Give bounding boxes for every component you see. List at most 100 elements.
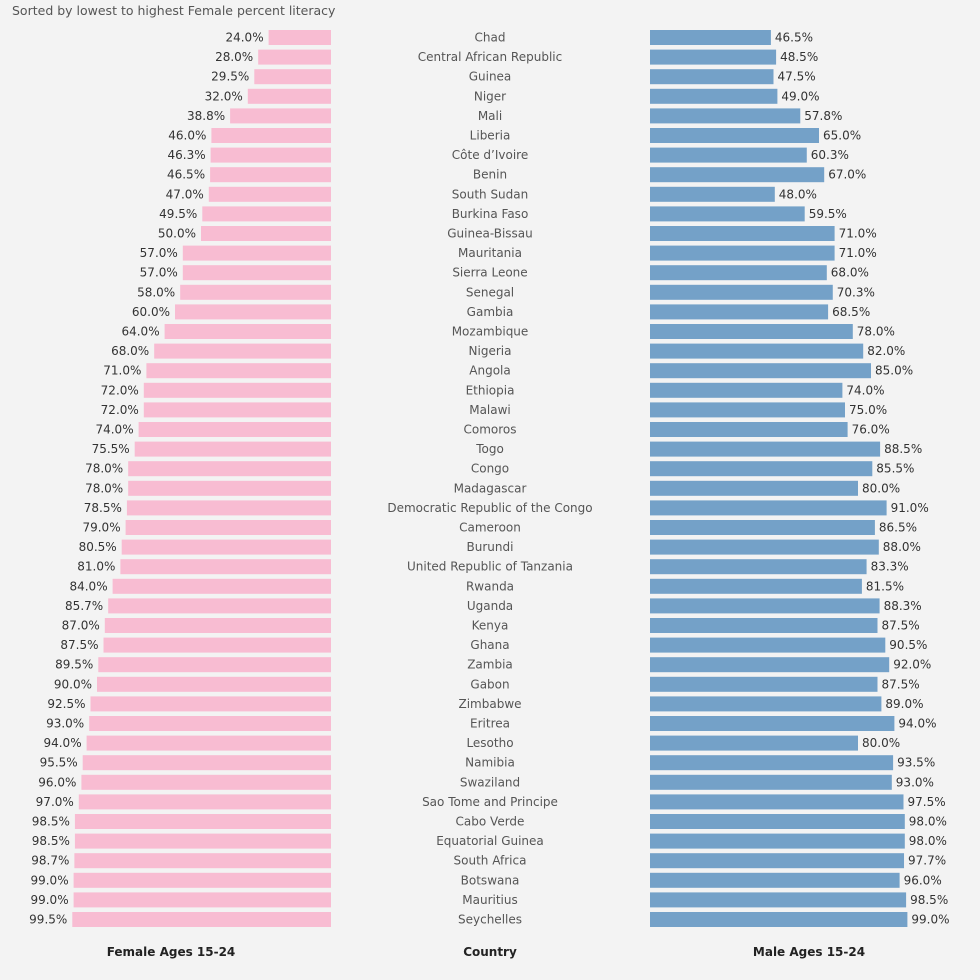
country-label: Ghana bbox=[470, 638, 509, 652]
female-bar[interactable] bbox=[97, 676, 331, 692]
male-bar[interactable] bbox=[650, 657, 890, 673]
male-bar[interactable] bbox=[650, 794, 904, 810]
female-bar[interactable] bbox=[89, 716, 331, 731]
male-bar[interactable] bbox=[650, 539, 879, 555]
female-bar[interactable] bbox=[73, 872, 331, 888]
male-bar[interactable] bbox=[650, 578, 862, 594]
male-bar[interactable] bbox=[650, 480, 858, 496]
male-bar[interactable] bbox=[650, 696, 882, 712]
male-bar[interactable] bbox=[650, 520, 875, 535]
female-labels-group: 24.0% 28.0% 29.5% 32.0% 38.8% 46.0% 46.3% 46.5%… bbox=[29, 31, 263, 927]
male-value-label: 93.5% bbox=[897, 756, 935, 770]
female-value-label: 47.0% bbox=[166, 187, 204, 201]
male-bar[interactable] bbox=[650, 382, 843, 398]
female-bar[interactable] bbox=[86, 735, 331, 751]
female-bar[interactable] bbox=[247, 88, 331, 104]
male-bar[interactable] bbox=[650, 167, 825, 183]
female-bar[interactable] bbox=[82, 755, 331, 771]
male-bar[interactable] bbox=[650, 774, 892, 790]
male-bar[interactable] bbox=[650, 206, 805, 222]
male-bar[interactable] bbox=[650, 618, 878, 633]
male-bar[interactable] bbox=[650, 716, 895, 731]
male-bar[interactable] bbox=[650, 598, 880, 614]
male-bar[interactable] bbox=[650, 304, 829, 320]
male-bar[interactable] bbox=[650, 892, 907, 908]
female-bar[interactable] bbox=[164, 324, 331, 339]
country-labels-group: Chad Central African Republic Guinea Niger M… bbox=[387, 31, 592, 927]
female-bar[interactable] bbox=[210, 147, 331, 163]
male-bar[interactable] bbox=[650, 128, 819, 143]
female-bar[interactable] bbox=[103, 637, 332, 653]
male-bar[interactable] bbox=[650, 69, 774, 85]
male-bar[interactable] bbox=[650, 30, 771, 45]
female-bar[interactable] bbox=[98, 657, 331, 673]
female-bar[interactable] bbox=[90, 696, 332, 712]
female-bar[interactable] bbox=[104, 618, 331, 633]
female-bar[interactable] bbox=[126, 500, 332, 516]
female-bar[interactable] bbox=[254, 69, 331, 85]
male-bar[interactable] bbox=[650, 363, 871, 379]
male-bar[interactable] bbox=[650, 245, 835, 261]
female-bar[interactable] bbox=[134, 441, 331, 457]
female-bar[interactable] bbox=[201, 226, 331, 241]
female-bar[interactable] bbox=[108, 598, 332, 614]
male-bar[interactable] bbox=[650, 324, 853, 339]
male-bar[interactable] bbox=[650, 735, 858, 751]
female-bar[interactable] bbox=[210, 167, 331, 183]
female-bar[interactable] bbox=[74, 833, 332, 849]
female-bar[interactable] bbox=[258, 49, 331, 65]
female-bar[interactable] bbox=[120, 559, 332, 575]
male-bar[interactable] bbox=[650, 49, 777, 65]
female-bar[interactable] bbox=[208, 186, 331, 202]
male-bar[interactable] bbox=[650, 147, 807, 163]
female-bar[interactable] bbox=[146, 363, 331, 379]
female-bar[interactable] bbox=[268, 30, 331, 45]
male-bar[interactable] bbox=[650, 88, 778, 104]
male-bar[interactable] bbox=[650, 814, 905, 829]
male-bar[interactable] bbox=[650, 265, 827, 281]
male-bar[interactable] bbox=[650, 402, 845, 418]
male-bar[interactable] bbox=[650, 833, 905, 849]
female-bar[interactable] bbox=[230, 108, 331, 124]
male-bar[interactable] bbox=[650, 559, 867, 575]
male-bar[interactable] bbox=[650, 422, 848, 437]
male-bar[interactable] bbox=[650, 461, 873, 477]
female-bar[interactable] bbox=[175, 304, 331, 320]
male-bar[interactable] bbox=[650, 343, 864, 359]
female-bar[interactable] bbox=[202, 206, 331, 222]
female-bar[interactable] bbox=[180, 284, 331, 300]
female-bar[interactable] bbox=[128, 461, 331, 477]
female-bar[interactable] bbox=[143, 402, 331, 418]
male-bar[interactable] bbox=[650, 637, 886, 653]
male-bar[interactable] bbox=[650, 441, 881, 457]
male-bar[interactable] bbox=[650, 108, 801, 124]
female-bar[interactable] bbox=[121, 539, 331, 555]
female-bar[interactable] bbox=[154, 343, 331, 359]
male-bar[interactable] bbox=[650, 186, 775, 202]
female-bar[interactable] bbox=[211, 128, 331, 143]
female-bar[interactable] bbox=[73, 892, 331, 908]
female-bar[interactable] bbox=[143, 382, 331, 398]
female-bar[interactable] bbox=[182, 245, 331, 261]
female-bar[interactable] bbox=[81, 774, 332, 790]
female-bar[interactable] bbox=[128, 480, 331, 496]
male-bar[interactable] bbox=[650, 872, 900, 888]
female-bar[interactable] bbox=[78, 794, 331, 810]
female-bar[interactable] bbox=[72, 912, 332, 927]
male-bar[interactable] bbox=[650, 676, 878, 692]
female-bar[interactable] bbox=[112, 578, 331, 594]
male-bar[interactable] bbox=[650, 500, 887, 516]
male-bar[interactable] bbox=[650, 755, 894, 771]
female-bar[interactable] bbox=[74, 853, 331, 869]
male-bar[interactable] bbox=[650, 853, 905, 869]
country-label: Angola bbox=[469, 364, 510, 378]
male-bar[interactable] bbox=[650, 226, 835, 241]
male-bar[interactable] bbox=[650, 284, 833, 300]
male-value-label: 89.0% bbox=[885, 697, 923, 711]
female-bar[interactable] bbox=[182, 265, 331, 281]
female-bar[interactable] bbox=[138, 422, 331, 437]
female-bar[interactable] bbox=[125, 520, 331, 535]
female-value-label: 50.0% bbox=[158, 227, 196, 241]
male-bar[interactable] bbox=[650, 912, 908, 927]
female-bar[interactable] bbox=[74, 814, 332, 829]
